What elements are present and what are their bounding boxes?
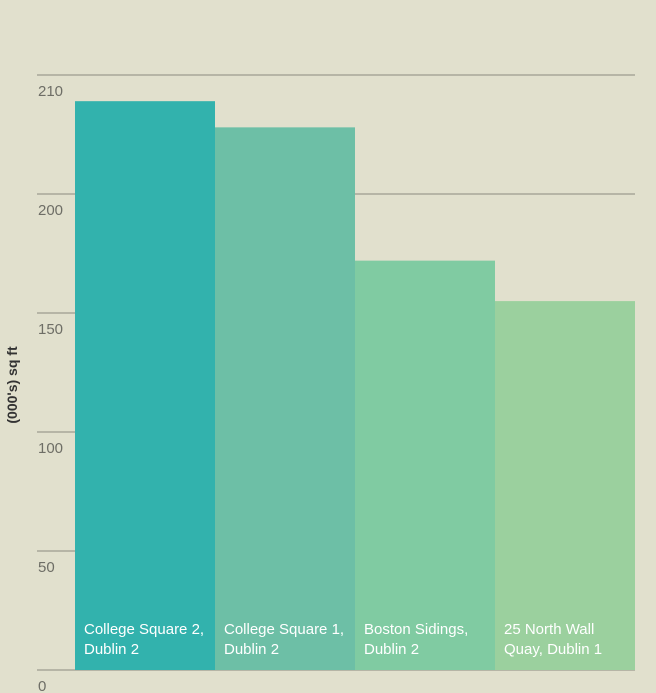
y-tick-label: 50 (38, 559, 55, 576)
bar (75, 101, 215, 671)
bar (215, 127, 355, 671)
y-tick-label: 150 (38, 321, 63, 338)
y-axis-label: (000's) sq ft (4, 346, 20, 424)
category-label: College Square 2, Dublin 2 (84, 621, 205, 658)
y-tick-label: 100 (38, 440, 63, 457)
category-label: College Square 1, Dublin 2 (224, 621, 345, 658)
y-tick-label: 210 (38, 83, 63, 100)
category-label: Boston Sidings, Dublin 2 (364, 621, 469, 658)
y-tick-label: 200 (38, 202, 63, 219)
y-tick-label: 0 (38, 678, 46, 693)
category-label: 25 North Wall Quay, Dublin 1 (504, 621, 603, 658)
bar (355, 260, 495, 670)
bar (495, 301, 635, 670)
